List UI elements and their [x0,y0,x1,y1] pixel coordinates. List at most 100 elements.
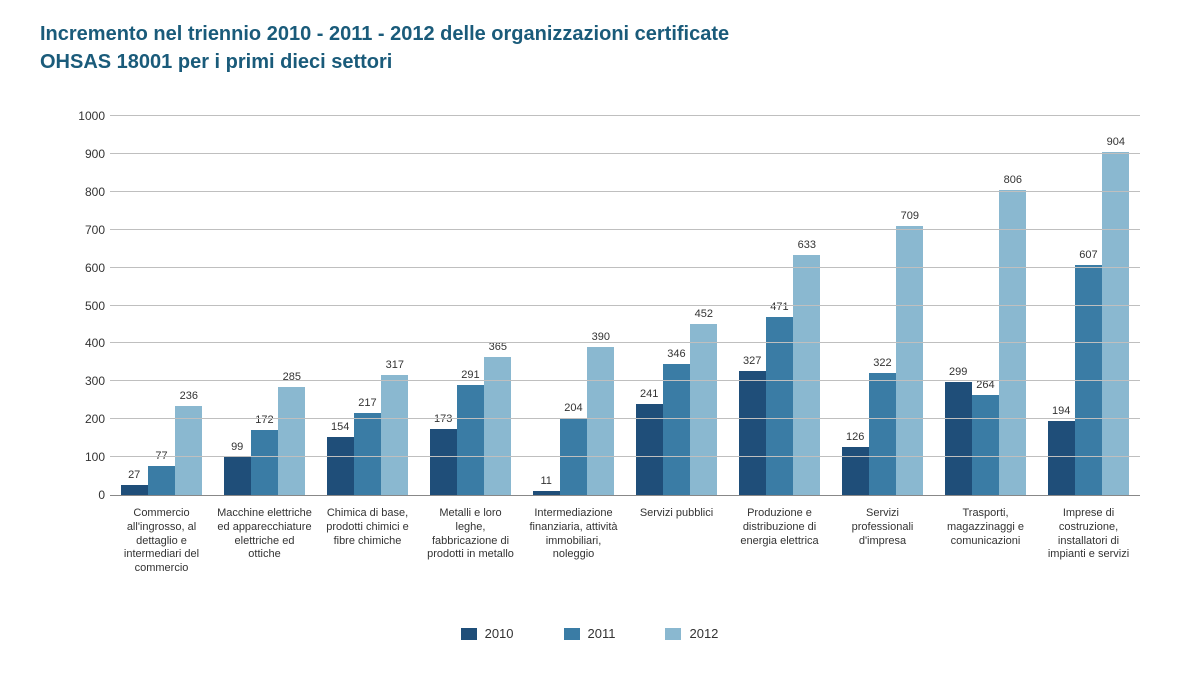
bar: 327 [739,371,766,495]
bar: 264 [972,395,999,495]
title-line-2: OHSAS 18001 per i primi dieci settori [40,48,1139,76]
bar-groups: 2777236991722851542173171732913651120439… [110,116,1140,495]
bar: 285 [278,387,305,495]
gridline [110,305,1140,306]
x-axis-label: Imprese di costruzione, installatori di … [1037,501,1140,616]
legend-swatch-2011 [564,628,580,640]
legend: 2010 2011 2012 [40,626,1139,641]
bar: 173 [430,429,457,495]
bar: 365 [484,357,511,495]
ytick-label: 100 [65,450,105,464]
bar-value-label: 99 [231,441,243,453]
bar-value-label: 217 [358,397,376,409]
legend-label-2011: 2011 [588,626,616,641]
x-axis-label: Commercio all'ingrosso, al dettaglio e i… [110,501,213,616]
ytick-label: 600 [65,261,105,275]
bar: 346 [663,364,690,495]
x-axis-label: Metalli e loro leghe, fabbricazione di p… [419,501,522,616]
ytick-label: 700 [65,223,105,237]
legend-swatch-2012 [665,628,681,640]
chart-container: 2777236991722851542173171732913651120439… [60,116,1140,616]
bar-group: 99172285 [213,116,316,495]
legend-item-2011: 2011 [564,626,616,641]
ytick-label: 200 [65,412,105,426]
x-axis-label: Produzione e distribuzione di energia el… [728,501,831,616]
title-line-1: Incremento nel triennio 2010 - 2011 - 20… [40,20,1139,48]
bar-value-label: 390 [592,331,610,343]
bar-value-label: 173 [434,413,452,425]
bar-group: 173291365 [419,116,522,495]
bar: 390 [587,347,614,495]
bar: 172 [251,430,278,495]
bar-value-label: 904 [1107,136,1125,148]
ytick-label: 800 [65,185,105,199]
bar: 27 [121,485,148,495]
gridline [110,229,1140,230]
gridline [110,267,1140,268]
bar: 299 [945,382,972,495]
bar-value-label: 471 [770,301,788,313]
gridline [110,115,1140,116]
bar-group: 299264806 [934,116,1037,495]
gridline [110,191,1140,192]
bar-value-label: 126 [846,431,864,443]
ytick-label: 900 [65,147,105,161]
bar-value-label: 709 [901,210,919,222]
bar-value-label: 236 [180,390,198,402]
bar-value-label: 291 [461,369,479,381]
bar-value-label: 346 [667,348,685,360]
bar-value-label: 27 [128,469,140,481]
bar-group: 126322709 [831,116,934,495]
bar-value-label: 322 [873,357,891,369]
x-axis-label: Servizi professionali d'impresa [831,501,934,616]
bar: 154 [327,437,354,495]
bar: 633 [793,255,820,495]
bar: 322 [869,373,896,495]
bar: 77 [148,466,175,495]
bar-group: 194 607 904 [1037,116,1140,495]
bar-value-label: 806 [1004,174,1022,186]
bar: 291 [457,385,484,495]
bar: 99 [224,457,251,495]
ytick-label: 300 [65,374,105,388]
ytick-label: 400 [65,336,105,350]
gridline [110,153,1140,154]
bar-value-label: 241 [640,388,658,400]
gridline [110,418,1140,419]
legend-label-2012: 2012 [689,626,718,641]
legend-swatch-2010 [461,628,477,640]
bar: 11 [533,491,560,495]
x-axis-label: Trasporti, magazzinaggi e comunicazioni [934,501,1037,616]
bar-value-label: 194 [1052,405,1070,417]
x-axis-label: Intermediazione finanziaria, attività im… [522,501,625,616]
bar-group: 241346452 [625,116,728,495]
bar-value-label: 452 [695,308,713,320]
bar-value-label: 317 [386,359,404,371]
bar-value-label: 172 [255,414,273,426]
ytick-label: 0 [65,488,105,502]
ytick-label: 500 [65,299,105,313]
bar-group: 327 471 633 [728,116,831,495]
gridline [110,380,1140,381]
bar-value-label: 299 [949,366,967,378]
legend-label-2010: 2010 [485,626,514,641]
chart-title: Incremento nel triennio 2010 - 2011 - 20… [40,20,1139,76]
bar: 452 [690,324,717,495]
bar-group: 11204390 [522,116,625,495]
bar: 317 [381,375,408,495]
bar-group: 154217317 [316,116,419,495]
bar: 217 [354,413,381,495]
x-axis-labels: Commercio all'ingrosso, al dettaglio e i… [110,501,1140,616]
bar: 194 [1048,421,1075,495]
plot-area: 2777236991722851542173171732913651120439… [110,116,1140,496]
legend-item-2012: 2012 [665,626,718,641]
bar-value-label: 154 [331,421,349,433]
gridline [110,342,1140,343]
ytick-label: 1000 [65,109,105,123]
x-axis-label: Chimica di base, prodotti chimici e fibr… [316,501,419,616]
bar: 126 [842,447,869,495]
bar: 904 [1102,152,1129,495]
bar-group: 2777236 [110,116,213,495]
bar-value-label: 633 [798,239,816,251]
bar-value-label: 607 [1079,249,1097,261]
